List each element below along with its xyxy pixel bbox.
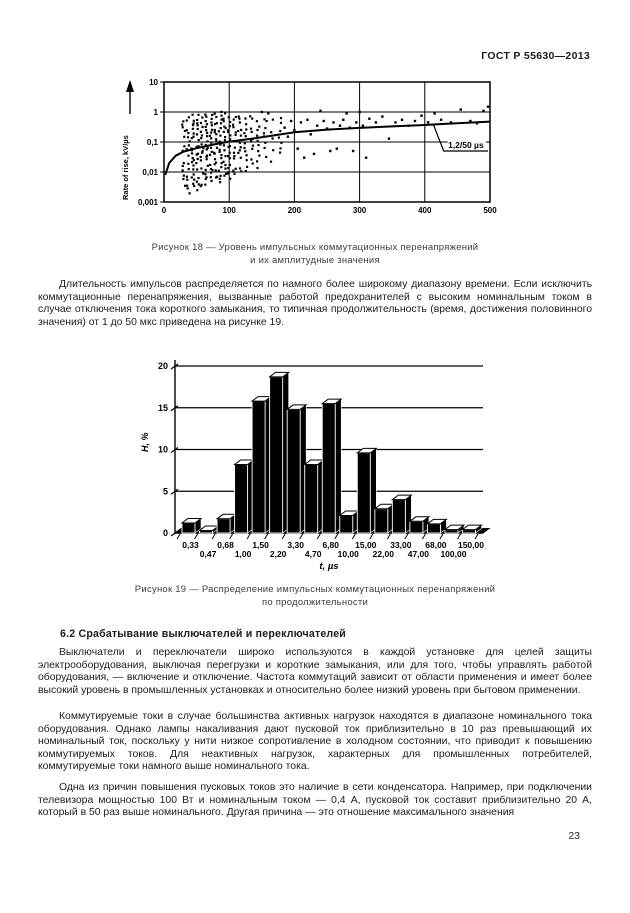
svg-text:0,01: 0,01 — [142, 168, 158, 177]
svg-text:1,00: 1,00 — [235, 549, 252, 559]
svg-text:100: 100 — [223, 206, 237, 215]
svg-text:150,00: 150,00 — [458, 540, 484, 550]
svg-text:1,50: 1,50 — [252, 540, 269, 550]
figure-18-caption: Рисунок 18 — Уровень импульсных коммутац… — [0, 241, 630, 267]
svg-text:15,00: 15,00 — [355, 540, 377, 550]
svg-text:20: 20 — [158, 361, 168, 371]
svg-text:10: 10 — [158, 445, 168, 455]
svg-text:300: 300 — [353, 206, 367, 215]
figure-19-caption-line-1: Рисунок 19 — Распределение импульсных ко… — [134, 584, 496, 595]
paragraph-switched-currents: Коммутируемые токи в случае большинства … — [38, 711, 592, 773]
paragraph-inrush-causes: Одна из причин повышения пусковых токов … — [38, 782, 592, 819]
document-header-title: ГОСТ Р 55630—2013 — [481, 50, 590, 62]
svg-text:0,1: 0,1 — [147, 138, 159, 147]
svg-text:0,47: 0,47 — [200, 549, 217, 559]
svg-text:5: 5 — [163, 486, 168, 496]
svg-text:33,00: 33,00 — [390, 540, 412, 550]
page-number: 23 — [568, 830, 580, 842]
svg-text:0: 0 — [163, 528, 168, 538]
figure-19-bar-chart: 0 5 10 15 20 H, % 0,33 0,47 0,68 1,00 1,50 2,20 3,30… — [126, 352, 494, 578]
paragraph-impulse-duration: Длительность импульсов распределяется по… — [38, 279, 592, 328]
svg-text:0,001: 0,001 — [138, 198, 159, 207]
svg-text:t, µs: t, µs — [319, 561, 338, 572]
figure-18-scatter-chart: 0,001 0,01 0,1 1 10 0 100 200 300 400 500 Rate of r… — [116, 72, 508, 226]
figure-19-caption-line-2: по продолжительности — [261, 597, 369, 608]
svg-text:200: 200 — [288, 206, 302, 215]
svg-text:0,68: 0,68 — [217, 540, 234, 550]
figure-18-caption-line-2: и их амплитудные значения — [250, 255, 380, 266]
figure-19-svg: 0 5 10 15 20 H, % 0,330,470,681,001,502,203,30… — [140, 360, 491, 572]
svg-text:1: 1 — [154, 108, 159, 117]
svg-text:2,20: 2,20 — [270, 549, 287, 559]
paragraph-switches-usage: Выключатели и переключатели широко испол… — [38, 647, 592, 696]
svg-text:4,70: 4,70 — [305, 549, 322, 559]
svg-text:H, %: H, % — [140, 432, 150, 452]
svg-text:47,00: 47,00 — [408, 549, 430, 559]
section-heading-6-2: 6.2 Срабатывание выключателей и переключ… — [60, 628, 347, 640]
svg-text:68,00: 68,00 — [425, 540, 447, 550]
svg-text:10,00: 10,00 — [338, 549, 360, 559]
svg-text:500: 500 — [483, 206, 497, 215]
svg-text:6,80: 6,80 — [322, 540, 339, 550]
svg-text:3,30: 3,30 — [287, 540, 304, 550]
svg-text:15: 15 — [158, 403, 168, 413]
svg-text:100,00: 100,00 — [440, 549, 466, 559]
svg-text:Rate of rise, kV/µs: Rate of rise, kV/µs — [121, 135, 130, 200]
figure-19-caption: Рисунок 19 — Распределение импульсных ко… — [0, 583, 630, 609]
svg-text:400: 400 — [418, 206, 432, 215]
figure-18-caption-line-1: Рисунок 18 — Уровень импульсных коммутац… — [151, 242, 479, 253]
svg-text:0: 0 — [162, 206, 167, 215]
svg-text:0,33: 0,33 — [182, 540, 199, 550]
svg-text:10: 10 — [149, 78, 158, 87]
svg-text:1,2/50 µs: 1,2/50 µs — [448, 140, 484, 150]
svg-text:22,00: 22,00 — [373, 549, 395, 559]
